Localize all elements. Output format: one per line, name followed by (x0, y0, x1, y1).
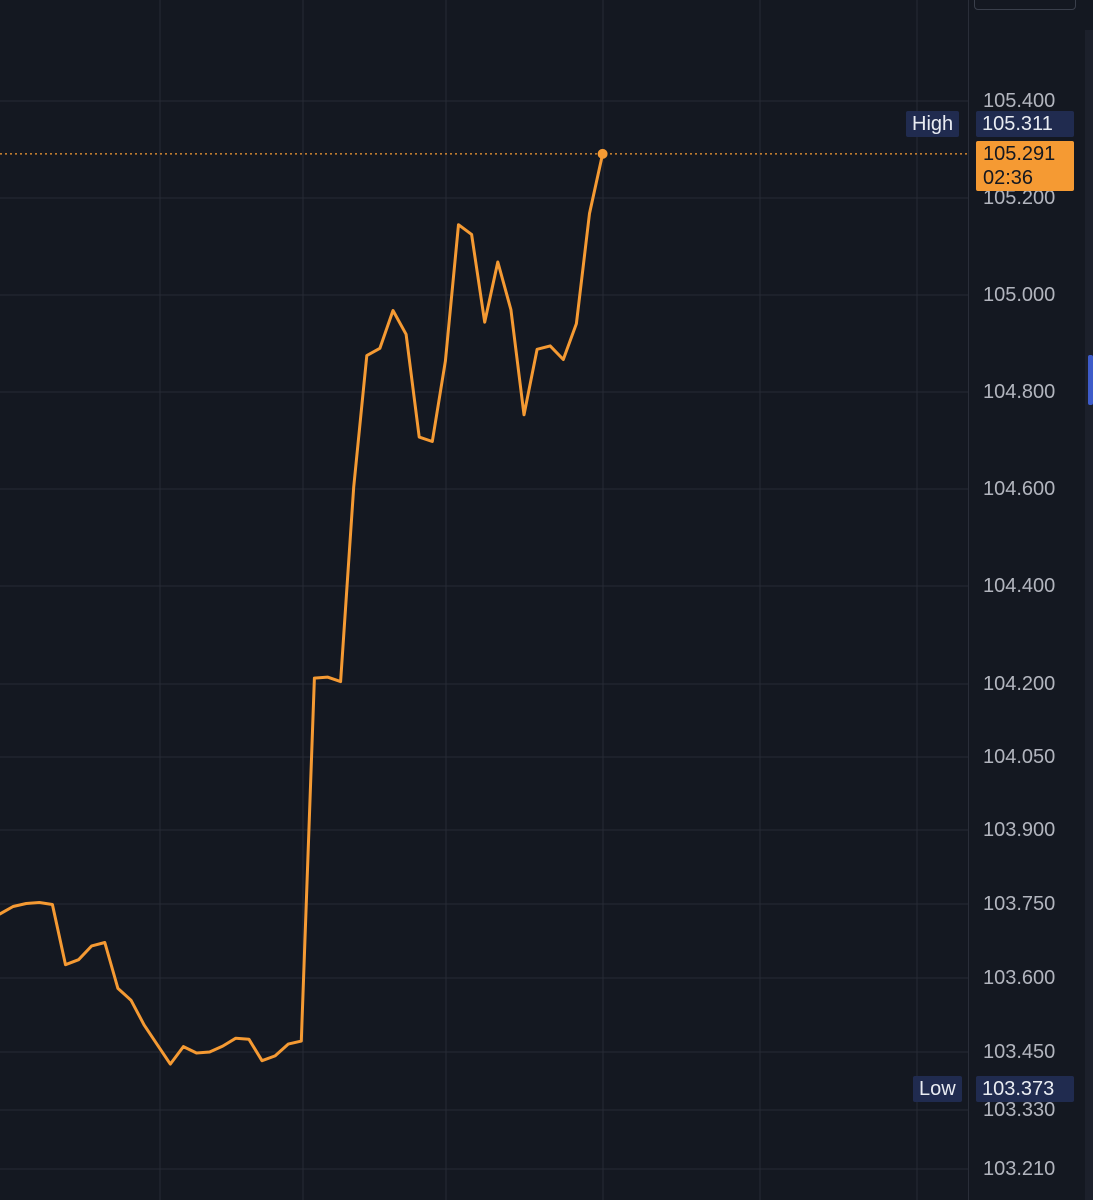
y-tick-label: 103.600 (983, 967, 1056, 989)
last-price-value: 105.291 (983, 143, 1056, 165)
last-price-tag: 105.291 02:36 (976, 141, 1074, 191)
y-tick-label: 103.900 (983, 819, 1056, 841)
scrollbar-track[interactable] (1085, 30, 1093, 1200)
y-tick-label: 103.750 (983, 893, 1056, 915)
countdown-timer: 02:36 (983, 167, 1034, 189)
y-tick-label: 104.600 (983, 478, 1056, 500)
axis-settings-box[interactable] (974, 0, 1076, 10)
y-tick-label: 105.000 (983, 284, 1056, 306)
series-layer (0, 148, 968, 1066)
y-tick-label: 103.450 (983, 1041, 1056, 1063)
last-price-point (597, 148, 608, 159)
high-value: 105.311 (976, 111, 1074, 137)
y-tick-label: 105.400 (983, 90, 1056, 112)
y-tick-label: 104.050 (983, 746, 1056, 768)
high-label: High (906, 111, 960, 137)
y-tick-label: 104.200 (983, 673, 1056, 695)
y-tick-label: 105.200 (983, 187, 1056, 209)
low-label: Low (913, 1076, 962, 1102)
y-tick-label: 104.800 (983, 381, 1056, 403)
grid-layer (0, 0, 968, 1200)
price-axis[interactable] (968, 0, 1093, 1200)
low-value: 103.373 (976, 1076, 1074, 1102)
scrollbar-thumb[interactable] (1088, 355, 1093, 405)
price-line (0, 152, 605, 1066)
y-tick-label: 103.330 (983, 1099, 1056, 1121)
y-tick-label: 104.400 (983, 575, 1056, 597)
y-tick-label: 103.210 (983, 1158, 1056, 1180)
